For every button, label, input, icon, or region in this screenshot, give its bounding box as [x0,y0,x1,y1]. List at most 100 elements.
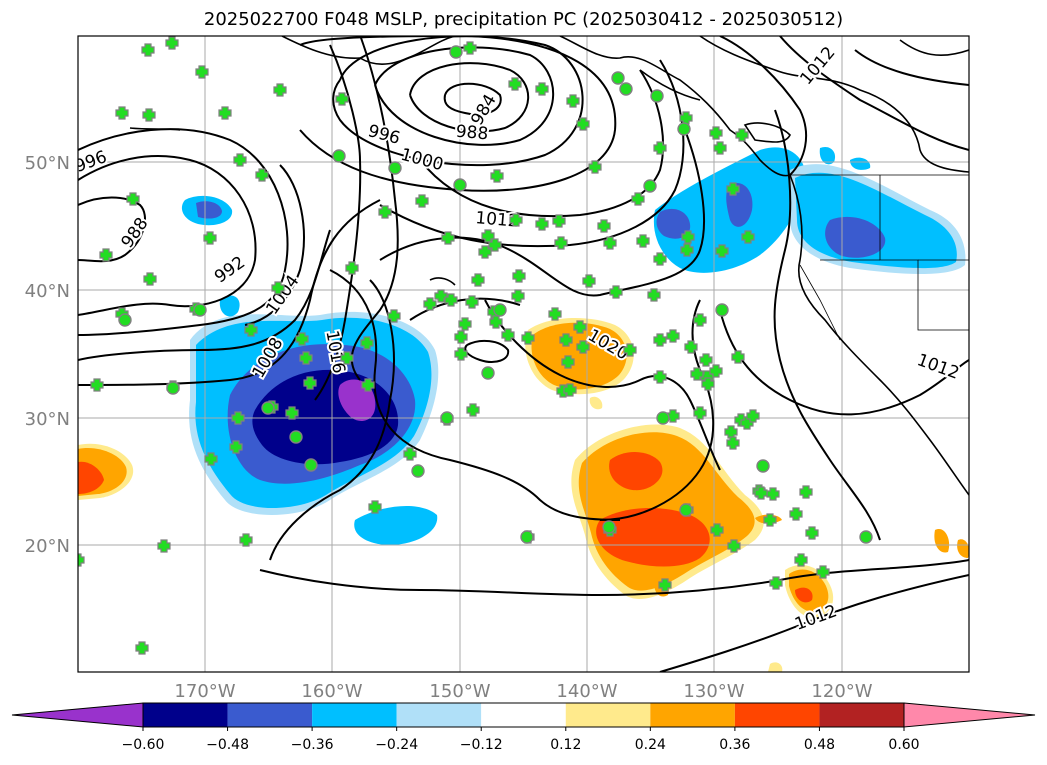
colorbar-tick-label: −0.24 [375,737,418,753]
observation-cross [636,234,650,248]
observation-cross [653,370,667,384]
observation-cross [576,117,590,131]
longitude-labels: 170°W 160°W 150°W 140°W 130°W 120°W [174,681,872,702]
longitude-label: 140°W [556,681,617,702]
observation-cross [623,343,637,357]
observation-cross [415,194,429,208]
colorbar-tick-label: 0.12 [550,737,581,753]
observation-cross [458,317,472,331]
observation-cross [548,307,562,321]
observation-cross [713,141,727,155]
observation-dot [650,89,664,103]
colorbar-frame [142,702,905,728]
latitude-label: 40°N [25,281,70,302]
observation-cross [99,248,113,262]
colorbar-tick-label: 0.24 [635,737,666,753]
observation-cross [335,92,349,106]
observation-dot [193,303,207,317]
observation-cross [387,309,401,323]
observation-markers [78,36,873,655]
observation-cross [693,313,707,327]
colorbar-tick-label: 0.36 [719,737,750,753]
observation-cross [680,243,694,257]
positive-anomaly-region-west-edge [78,443,134,500]
observation-cross [135,641,149,655]
observation-dot [677,122,691,136]
observation-cross [763,513,777,527]
observation-cross [203,231,217,245]
observation-cross [603,236,617,250]
observation-dot [166,381,180,395]
latitude-labels: 50°N 40°N 30°N 20°N [25,153,70,557]
observation-cross [340,351,354,365]
observation-dot [602,520,616,534]
map-frame [77,35,970,673]
observation-cross [361,378,375,392]
colorbar-segment [819,703,904,727]
observation-cross [233,153,247,167]
observation-dot [449,45,463,59]
observation-cross [299,351,313,365]
observation-cross [478,245,492,259]
observation-cross [165,36,179,50]
observation-dot [520,530,534,544]
observation-dot [388,161,402,175]
observation-cross [195,65,209,79]
observation-cross [816,565,830,579]
colorbar-tick-label: 0.60 [888,737,919,753]
colorbar-tick-label: −0.60 [122,737,165,753]
observation-cross [535,82,549,96]
observation-cross [535,217,549,231]
observation-dot [493,303,507,317]
observation-cross [573,320,587,334]
observation-cross [444,293,458,307]
observation-cross [244,323,258,337]
observation-cross [454,347,468,361]
observation-cross [141,43,155,57]
observation-cross [794,553,808,567]
observation-cross [701,377,715,391]
observation-cross [631,192,645,206]
observation-cross [303,376,317,390]
observation-cross [255,168,269,182]
observation-cross [582,274,596,288]
observation-cross [115,106,129,120]
observation-dot [411,464,425,478]
observation-cross [709,364,723,378]
observation-cross [465,295,479,309]
observation-cross [239,533,253,547]
observation-cross [805,526,819,540]
observation-cross [576,340,590,354]
gridlines [78,36,969,672]
observation-cross [466,403,480,417]
isobars [78,36,969,672]
observation-cross [512,269,526,283]
colorbar-tick-label: 0.48 [804,737,835,753]
observation-cross [78,553,85,567]
observation-cross [490,169,504,183]
colorbar-segment [143,703,228,727]
observation-cross [142,108,156,122]
observation-dot [756,459,770,473]
longitude-label: 150°W [429,681,490,702]
observation-cross [489,315,503,329]
colorbar-segment [396,703,482,727]
colorbar-segment [650,703,735,727]
positive-anomaly-region-south [571,424,969,672]
observation-dot [715,303,729,317]
observation-dot [118,313,132,327]
observation-cross [471,273,485,287]
longitude-label: 120°W [811,681,872,702]
observation-cross [273,83,287,97]
colorbar-extend-high [903,702,1036,728]
observation-cross [285,406,299,420]
colorbar-tick-label: −0.36 [291,737,334,753]
observation-dot [289,430,303,444]
latitude-label: 20°N [25,536,70,557]
observation-cross [789,507,803,521]
latitude-label: 30°N [25,409,70,430]
observation-dot [261,401,275,415]
colorbar-segment [565,703,651,727]
colorbar: −0.60 −0.48 −0.36 −0.24 −0.12 0.12 0.24 0.36 0.4… [11,702,1036,753]
